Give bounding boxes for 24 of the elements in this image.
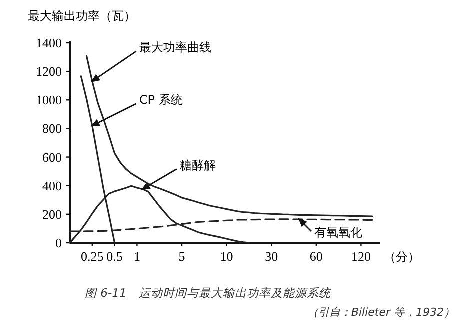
x-tick-label: 30 — [265, 249, 278, 264]
y-tick-label: 200 — [42, 206, 62, 222]
annotation: CP 系统 — [139, 92, 183, 107]
annotation: 最大功率曲线 — [139, 40, 212, 54]
x-tick-label: 10 — [220, 249, 234, 264]
x-tick-label: 120 — [351, 249, 371, 264]
y-tick-label: 1200 — [36, 64, 62, 80]
y-tick-label: 400 — [42, 178, 62, 194]
annotation: 有氧氧化 — [314, 226, 363, 240]
y-axis-title: 最大输出功率（瓦） — [28, 9, 136, 23]
x-tick-label: 60 — [310, 249, 323, 264]
y-tick-label: 1400 — [36, 36, 62, 50]
y-tick-label: 0 — [56, 236, 62, 250]
x-tick-label: 0.25 — [81, 249, 104, 264]
text: 图 6-11 运动时间与最大输出功率及能源系统 — [85, 286, 332, 300]
y-tick-label: 800 — [42, 121, 62, 136]
text: （引自：Bilieter 等，1932） — [307, 306, 455, 319]
x-tick-label: 0.5 — [106, 249, 123, 264]
x-tick-label: 1 — [134, 249, 140, 264]
x-tick-label: 5 — [178, 249, 186, 264]
annotation: 糖酵解 — [180, 158, 216, 172]
y-tick-label: 1000 — [36, 92, 62, 108]
x-axis-title: （分） — [384, 250, 420, 264]
y-tick-label: 600 — [42, 150, 62, 165]
